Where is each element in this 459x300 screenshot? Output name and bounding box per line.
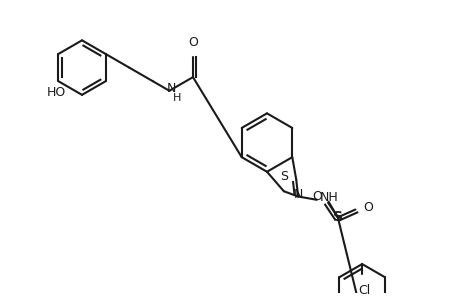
Text: O: O — [188, 36, 197, 49]
Text: S: S — [332, 210, 342, 224]
Text: O: O — [312, 190, 322, 203]
Text: Cl: Cl — [357, 284, 369, 296]
Text: NH: NH — [319, 191, 338, 204]
Text: N: N — [293, 188, 302, 201]
Text: N: N — [166, 82, 176, 95]
Text: H: H — [173, 93, 181, 103]
Text: HO: HO — [47, 86, 66, 99]
Text: O: O — [362, 201, 372, 214]
Text: S: S — [279, 170, 287, 184]
